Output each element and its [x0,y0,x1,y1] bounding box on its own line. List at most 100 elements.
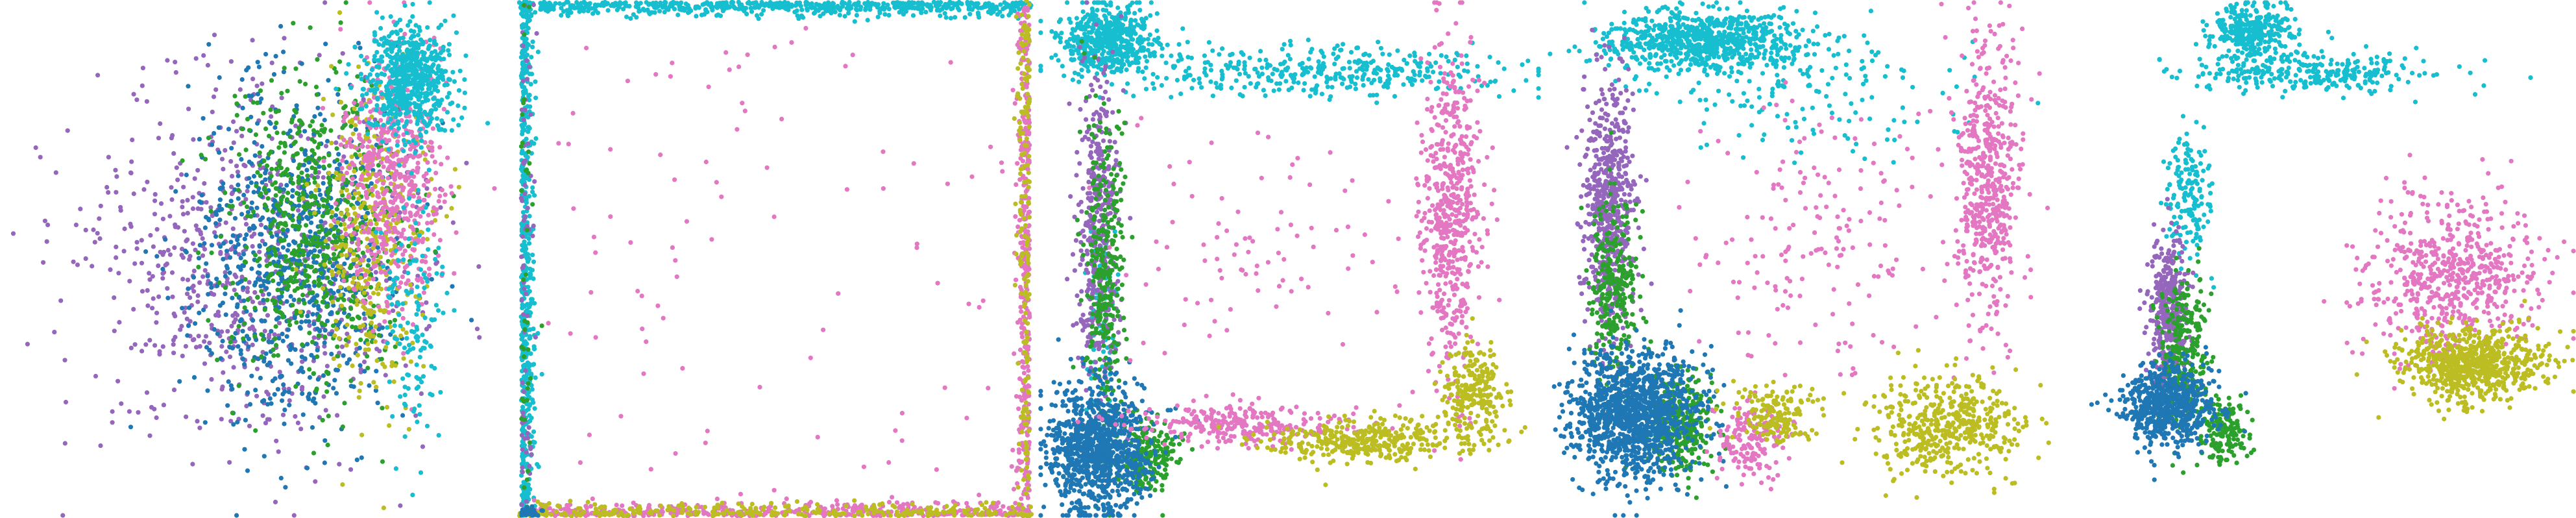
data-point [90,264,95,269]
data-point [197,425,202,430]
data-point [165,295,171,301]
data-point [345,322,350,327]
data-point [273,263,278,268]
data-point [112,295,117,301]
data-point [444,290,450,296]
data-point [223,285,228,290]
data-point [326,371,331,376]
data-point [326,171,332,176]
data-point [158,201,164,206]
data-point [310,312,315,317]
data-point [402,392,407,398]
data-point [245,184,250,189]
data-point [522,249,528,254]
data-point [121,249,127,254]
data-point [343,198,348,203]
data-point [426,193,431,198]
data-point [335,413,340,418]
data-point [225,265,230,271]
data-point [326,413,331,419]
data-point [217,197,223,203]
data-point [437,193,443,199]
data-point [304,167,310,173]
data-point [424,339,429,345]
data-point [371,277,376,282]
data-point [418,127,423,132]
data-point [180,212,186,217]
data-point [340,482,345,487]
data-point [293,384,298,389]
data-point [348,378,354,384]
data-point [350,195,356,201]
data-point [387,269,393,275]
data-point [424,300,429,305]
data-point [247,159,252,164]
data-point [705,0,710,5]
data-point [340,424,345,430]
data-point [306,216,311,221]
data-point [386,310,391,315]
data-point [354,200,360,205]
data-point [474,327,480,332]
data-point [263,177,268,182]
data-point [292,108,297,113]
data-point [335,158,340,163]
data-point [255,92,260,97]
data-point [260,399,265,404]
data-point [396,158,402,163]
data-point [375,190,380,195]
data-point [371,256,376,262]
data-point [414,312,419,317]
data-point [367,227,372,232]
data-point [379,134,384,139]
data-point [322,117,327,123]
data-point [229,323,234,328]
data-point [181,184,186,190]
data-point [193,56,199,61]
data-point [173,70,178,75]
data-point [145,303,151,308]
data-point [412,241,418,247]
data-point [415,199,420,204]
data-point [223,312,228,317]
data-point [252,334,258,339]
data-point [421,272,426,277]
data-point [334,140,339,145]
data-point [338,20,343,25]
data-point [275,172,280,177]
data-point [425,236,430,242]
data-point [273,343,279,348]
data-point [393,197,398,203]
data-point [332,233,337,238]
data-point [319,219,324,224]
data-point [286,190,291,195]
data-point [352,100,357,105]
data-point [369,181,374,186]
data-point [523,153,529,158]
data-point [421,364,426,369]
data-point [213,221,219,226]
data-point [410,492,415,498]
data-point [395,300,400,305]
data-point [314,92,319,97]
data-point [259,332,264,337]
data-point [156,263,161,268]
data-point [276,449,281,454]
data-point [63,399,69,405]
data-point [371,310,376,315]
data-point [98,443,103,449]
data-point [324,389,330,394]
data-point [294,320,299,325]
data-point [413,61,419,66]
data-point [462,105,467,110]
data-point [321,97,326,102]
data-point [325,188,330,193]
data-point [798,3,803,8]
data-point [529,71,535,77]
data-point [276,321,282,326]
data-point [209,291,214,297]
data-point [380,459,385,464]
data-point [400,184,405,190]
data-point [557,1,563,6]
data-point [296,174,301,180]
